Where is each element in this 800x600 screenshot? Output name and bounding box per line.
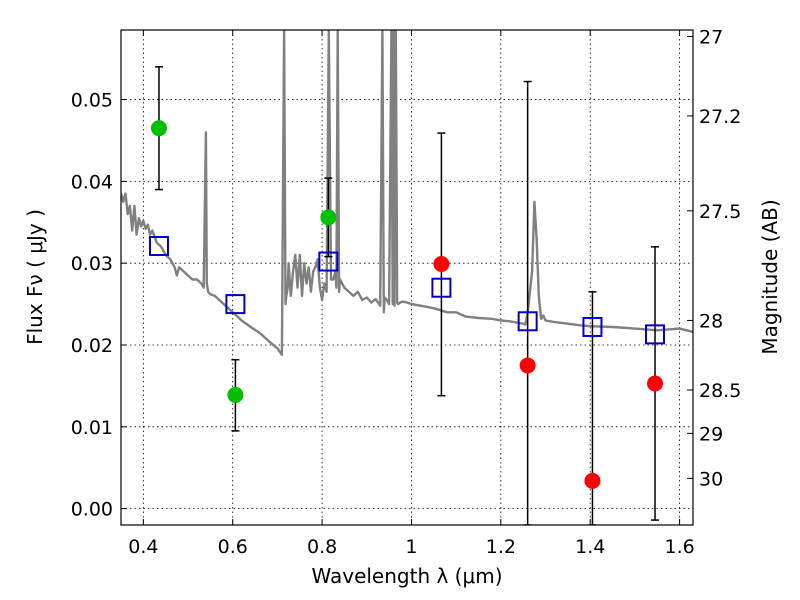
right-tick-label: 27.5 [699,201,741,223]
y-tick-label: 0.02 [71,335,113,357]
y-tick-label: 0.03 [71,253,113,275]
model-point [225,294,246,315]
data-point [227,386,244,403]
model-point [517,311,538,332]
right-tick-label: 30 [699,468,723,490]
model-point [318,251,339,272]
x-tick-label: 1.6 [664,536,694,558]
right-axis-ticks: 27 27.2 27.5 28 28.5 29 30 [687,27,741,490]
x-tick-label: 1.2 [486,536,516,558]
y-tick-label: 0.00 [71,499,113,521]
data-point [584,472,601,489]
y-axis-ticks: 0.00 0.01 0.02 0.03 0.04 0.05 [71,90,127,521]
model-point [148,236,169,256]
data-point [519,357,536,374]
spectrum-line [121,30,693,356]
y-tick-label: 0.04 [71,171,113,193]
x-tick-label: 0.4 [128,536,158,558]
grid-lines [121,30,693,525]
x-tick-label: 1.4 [575,536,605,558]
data-point [320,209,337,226]
x-tick-label: 0.8 [307,536,337,558]
right-axis-label: Magnitude (AB) [758,199,782,354]
right-tick-label: 27 [699,27,723,49]
x-axis-label: Wavelength λ (μm) [311,564,502,588]
right-tick-label: 29 [699,423,723,445]
y-tick-label: 0.01 [71,417,113,439]
plot-frame [120,29,694,526]
model-point [431,277,452,298]
x-tick-label: 1 [405,536,417,558]
x-axis-ticks: 0.4 0.6 0.8 1 1.2 1.4 1.6 [128,30,695,558]
marker-layer [148,120,666,489]
data-point [647,375,664,392]
right-tick-label: 28.5 [699,380,741,402]
x-tick-label: 0.6 [218,536,248,558]
data-point [433,256,450,272]
right-tick-label: 28 [699,310,723,332]
spectrum-layer [121,30,693,356]
model-point [582,317,603,337]
data-point [150,120,167,137]
model-point [645,324,666,345]
y-axis-label: Flux Fν ( μJy ) [23,209,47,345]
right-tick-label: 27.2 [699,106,741,128]
y-tick-label: 0.05 [71,90,113,112]
